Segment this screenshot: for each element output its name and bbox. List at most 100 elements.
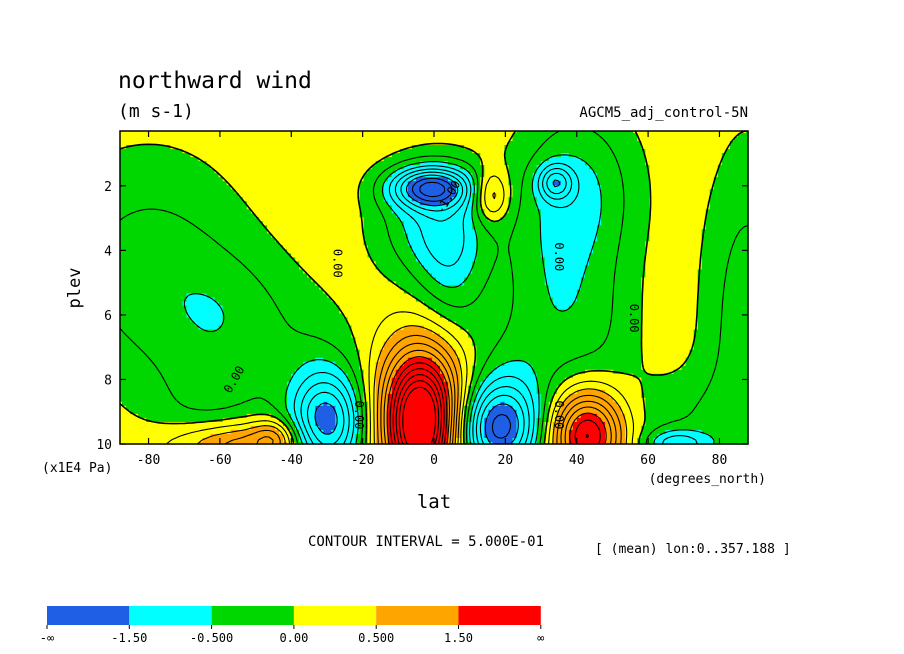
field-cell: [597, 177, 650, 182]
field-cell: [120, 213, 256, 218]
field-cell: [641, 381, 749, 387]
field-cell: [544, 265, 586, 271]
field-cell: [705, 217, 749, 222]
field-cell: [540, 245, 594, 250]
field-cell: [645, 241, 703, 246]
field-cell: [359, 213, 397, 218]
field-cell: [468, 169, 485, 174]
field-cell: [359, 417, 369, 423]
field-cell: [468, 401, 473, 407]
field-cell: [484, 209, 510, 214]
field-cell: [359, 189, 385, 194]
field-cell: [182, 301, 220, 307]
field-cell: [641, 289, 699, 295]
x-tick-label: 0: [430, 453, 438, 468]
field-cell: [395, 169, 469, 174]
field-cell: [431, 273, 469, 279]
field-cell: [359, 209, 393, 214]
field-cell: [456, 353, 477, 359]
field-cell: [375, 417, 389, 423]
field-cell: [383, 185, 409, 190]
field-cell: [387, 409, 449, 415]
field-cell: [367, 437, 377, 443]
field-cell: [532, 173, 598, 178]
field-cell: [572, 425, 606, 431]
field-cell: [375, 369, 397, 375]
field-cell: [512, 189, 534, 194]
field-cell: [729, 145, 749, 150]
field-cell: [363, 173, 393, 178]
field-cell: [649, 193, 711, 198]
field-cell: [504, 157, 550, 162]
field-cell: [548, 413, 558, 419]
field-cell: [641, 341, 695, 347]
field-cell: [721, 153, 749, 158]
field-cell: [375, 401, 389, 407]
field-cell: [552, 301, 574, 307]
field-cell: [379, 269, 429, 275]
colorbar-swatch: [376, 606, 459, 625]
field-cell: [431, 357, 461, 363]
field-cell: [641, 361, 687, 367]
field-cell: [359, 365, 377, 371]
field-cell: [697, 305, 749, 311]
colorbar-label: ∞: [537, 631, 544, 645]
field-cell: [270, 233, 365, 238]
field-cell: [367, 249, 413, 254]
field-cell: [291, 429, 300, 435]
field-cell: [508, 201, 538, 206]
field-cell: [508, 141, 642, 146]
field-cell: [701, 253, 749, 258]
field-cell: [403, 289, 550, 295]
field-cell: [601, 205, 650, 210]
field-cell: [120, 253, 292, 258]
field-cell: [339, 309, 437, 315]
field-cell: [725, 149, 749, 154]
field-cell: [299, 265, 377, 271]
field-cell: [120, 421, 284, 427]
field-cell: [540, 393, 554, 399]
field-cell: [120, 329, 353, 335]
field-cell: [641, 281, 699, 287]
field-cell: [472, 269, 546, 275]
field-cell: [335, 421, 361, 427]
field-cell: [472, 217, 489, 222]
field-cell: [120, 345, 357, 351]
field-cell: [403, 361, 437, 367]
field-cell: [379, 349, 457, 355]
contour-interval: CONTOUR INTERVAL = 5.000E-01: [308, 534, 545, 550]
field-cell: [120, 173, 220, 178]
field-cell: [649, 229, 703, 234]
field-cell: [544, 261, 590, 267]
field-cell: [363, 373, 377, 379]
field-cell: [709, 433, 749, 439]
field-cell: [359, 429, 369, 435]
field-cell: [399, 149, 473, 154]
field-cell: [359, 201, 389, 206]
field-cell: [391, 389, 449, 395]
field-cell: [476, 185, 481, 190]
field-cell: [645, 405, 749, 411]
field-cell: [351, 329, 397, 335]
field-cell: [351, 333, 393, 339]
field-cell: [375, 421, 389, 427]
field-cell: [279, 417, 292, 423]
field-cell: [540, 229, 598, 234]
field-cell: [476, 357, 642, 363]
field-cell: [359, 197, 385, 202]
positive-contour: [196, 192, 628, 445]
field-cell: [415, 177, 449, 182]
field-cell: [468, 273, 546, 279]
field-cell: [359, 413, 369, 419]
field-cell: [120, 225, 268, 230]
field-cell: [122, 401, 288, 407]
field-cell: [733, 137, 749, 142]
field-cell: [367, 417, 377, 423]
field-cell: [359, 205, 393, 210]
field-cell: [399, 365, 441, 371]
field-cell: [472, 181, 481, 186]
field-cell: [641, 429, 667, 435]
field-cell: [375, 429, 389, 435]
field-cell: [548, 289, 578, 295]
